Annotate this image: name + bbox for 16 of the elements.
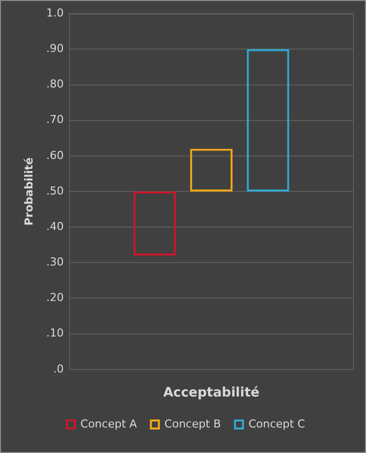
y-tick-label: .20 [46,291,64,304]
y-tick-label: .40 [46,220,64,233]
y-tick-label: .50 [46,184,64,198]
y-tick-label: .80 [46,78,64,91]
y-axis-title: Probabilité [22,157,36,226]
y-tick-label: .70 [46,113,64,126]
x-axis-title: Acceptabilité [163,386,260,401]
y-tick-label: .0 [53,362,64,376]
y-tick-label: 1.0 [46,6,64,20]
legend-label: Concept C [248,417,306,430]
y-tick-label: .90 [46,42,64,56]
y-tick-label: .30 [46,256,64,269]
legend-label: Concept A [80,417,138,430]
y-tick-label: .60 [46,148,64,162]
y-tick-label: .10 [46,326,64,340]
legend-label: Concept B [164,417,221,430]
